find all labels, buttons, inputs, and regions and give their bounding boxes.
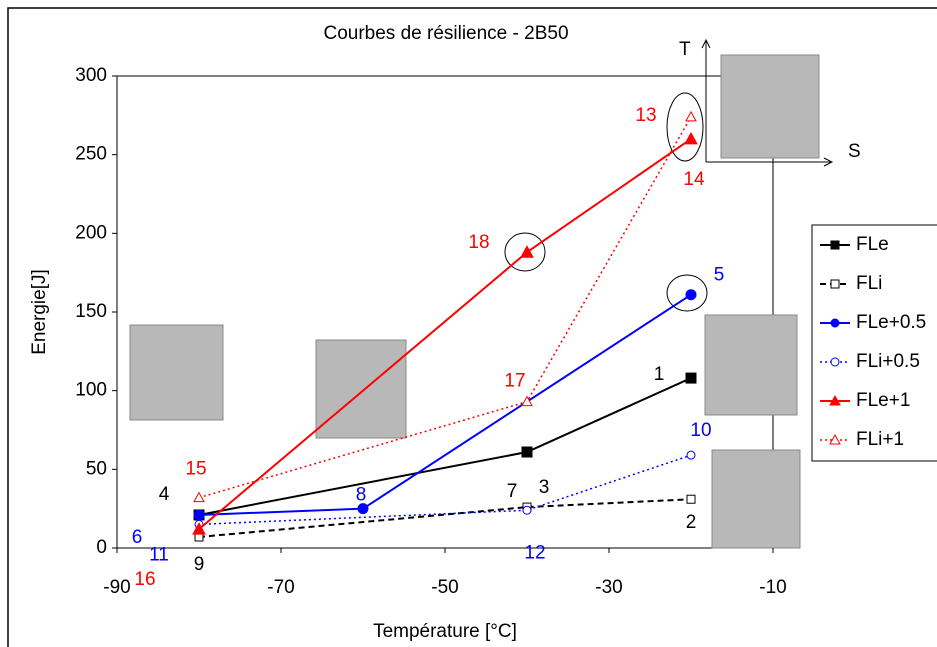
- point-label: 15: [185, 459, 206, 480]
- marker: [192, 522, 206, 535]
- marker: [685, 372, 697, 384]
- inset-axes: [701, 38, 834, 167]
- legend-label: FLe+0.5: [856, 312, 926, 333]
- marker: [522, 505, 532, 515]
- legend-marker: [829, 394, 841, 406]
- legend-marker: [830, 357, 840, 367]
- point-label: 1: [654, 364, 665, 385]
- y-tick-label: 150: [75, 301, 107, 322]
- marker: [686, 450, 696, 460]
- legend-label: FLe+1: [856, 390, 910, 411]
- marker: [193, 509, 205, 521]
- legend-marker: [830, 318, 840, 328]
- legend-label: FLi+1: [856, 429, 904, 450]
- inset-label: T: [679, 39, 691, 60]
- legend-marker: [829, 433, 841, 445]
- point-label: 16: [134, 569, 155, 590]
- legend-marker: [830, 279, 840, 289]
- y-tick-label: 250: [75, 144, 107, 165]
- point-label: 13: [635, 105, 656, 126]
- x-tick-label: -30: [595, 577, 622, 598]
- y-tick-label: 100: [75, 380, 107, 401]
- x-tick-label: -10: [759, 577, 786, 598]
- point-label: 17: [504, 371, 525, 392]
- marker: [521, 395, 533, 407]
- x-tick-label: -70: [267, 577, 294, 598]
- marker: [521, 446, 533, 458]
- chart-title: Courbes de résilience - 2B50: [323, 23, 568, 44]
- highlight-ellipse: [504, 92, 708, 312]
- point-label: 10: [690, 420, 711, 441]
- legend-label: FLi+0.5: [856, 351, 920, 372]
- specimen-image: [711, 449, 801, 549]
- point-label: 14: [683, 169, 705, 190]
- point-label: 12: [524, 542, 545, 563]
- y-tick-label: 0: [96, 537, 107, 558]
- point-label: 9: [194, 554, 205, 575]
- inset-label: S: [848, 141, 861, 162]
- point-label: 7: [507, 481, 518, 502]
- specimen-image: [704, 314, 798, 416]
- point-label: 18: [468, 232, 489, 253]
- legend-label: FLi: [856, 273, 882, 294]
- marker: [684, 131, 698, 145]
- marker: [193, 491, 205, 503]
- marker: [357, 503, 369, 515]
- marker: [685, 110, 697, 122]
- point-label: 2: [686, 512, 697, 533]
- y-axis-label: Energie[J]: [29, 269, 50, 355]
- marker: [685, 289, 697, 301]
- point-label: 8: [356, 485, 367, 506]
- specimen-image: [315, 339, 407, 439]
- marker: [520, 245, 534, 258]
- legend-marker: [830, 240, 840, 250]
- legend-label: FLe: [856, 234, 889, 255]
- point-label: 4: [159, 484, 170, 505]
- x-tick-label: -90: [103, 577, 130, 598]
- marker: [686, 494, 696, 504]
- legend: [811, 224, 937, 462]
- specimen-image: [129, 324, 224, 421]
- y-tick-label: 50: [86, 458, 107, 479]
- point-label: 5: [714, 265, 725, 286]
- y-tick-label: 300: [75, 65, 107, 86]
- x-axis-label: Température [°C]: [373, 621, 517, 642]
- specimen-image: [720, 54, 820, 159]
- point-label: 11: [149, 544, 169, 565]
- x-tick-label: -50: [431, 577, 458, 598]
- point-label: 6: [132, 527, 143, 548]
- y-tick-label: 200: [75, 222, 107, 243]
- point-label: 3: [539, 477, 550, 498]
